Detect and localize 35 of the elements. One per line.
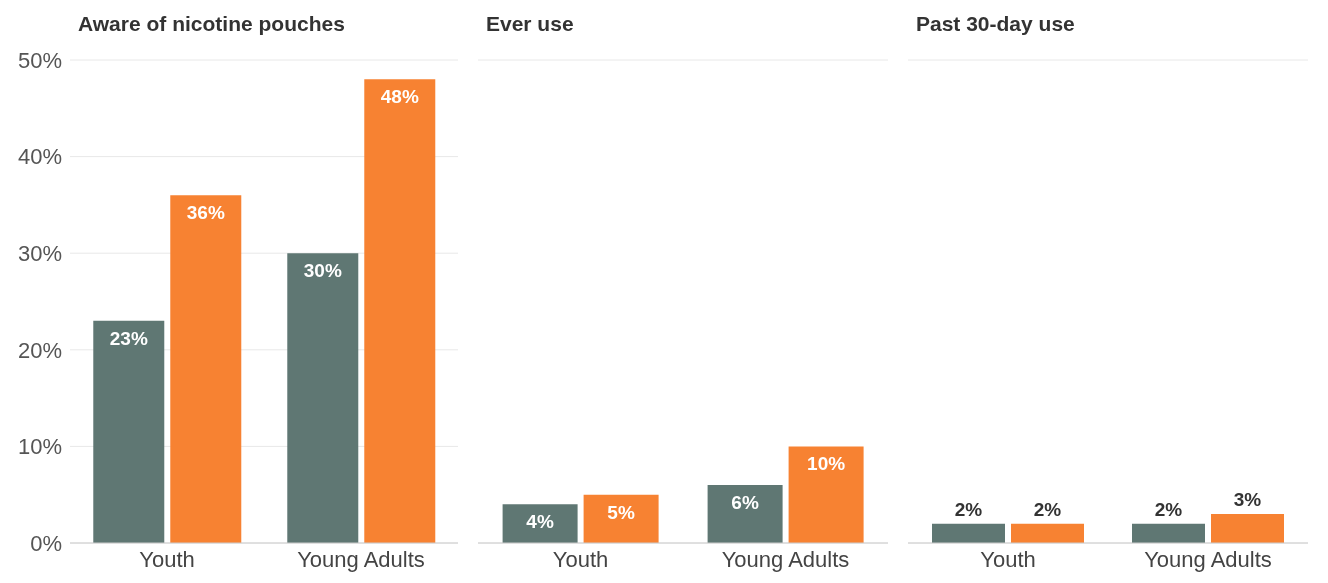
x-tick-label: Youth [552,546,609,572]
x-tick-label: Youth [980,546,1036,572]
y-tick-label: 0% [30,530,62,556]
data-label: 2% [1154,498,1183,520]
data-label: 3% [1233,489,1262,511]
bar [170,195,242,543]
x-tick-label: Young Adults [721,546,850,572]
data-label: 36% [186,202,225,224]
bar [707,485,783,543]
chart-title: Ever use [486,12,574,36]
y-tick-label: 30% [17,241,62,267]
chart-title: Aware of nicotine pouches [78,12,345,36]
y-tick-label: 40% [17,144,62,170]
data-label: 4% [526,511,554,533]
bar [788,446,864,543]
bar [287,253,359,543]
x-tick-label: Young Adults [297,546,425,572]
x-tick-label: Young Adults [1144,546,1272,572]
y-tick-label: 10% [17,434,62,460]
data-label: 2% [954,498,983,520]
chart-title: Past 30-day use [916,12,1075,36]
y-tick-label: 20% [17,337,62,363]
data-label: 23% [109,327,148,349]
bar [364,79,436,543]
data-label: 2% [1033,498,1062,520]
bar [583,494,659,543]
data-label: 5% [607,501,635,523]
x-tick-label: Youth [139,546,195,572]
data-label: 48% [380,86,419,108]
bar [502,504,578,543]
data-label: 10% [807,453,846,475]
data-label: 6% [731,492,759,514]
data-label: 30% [303,260,342,282]
y-tick-label: 50% [17,47,62,73]
bar [93,320,165,543]
